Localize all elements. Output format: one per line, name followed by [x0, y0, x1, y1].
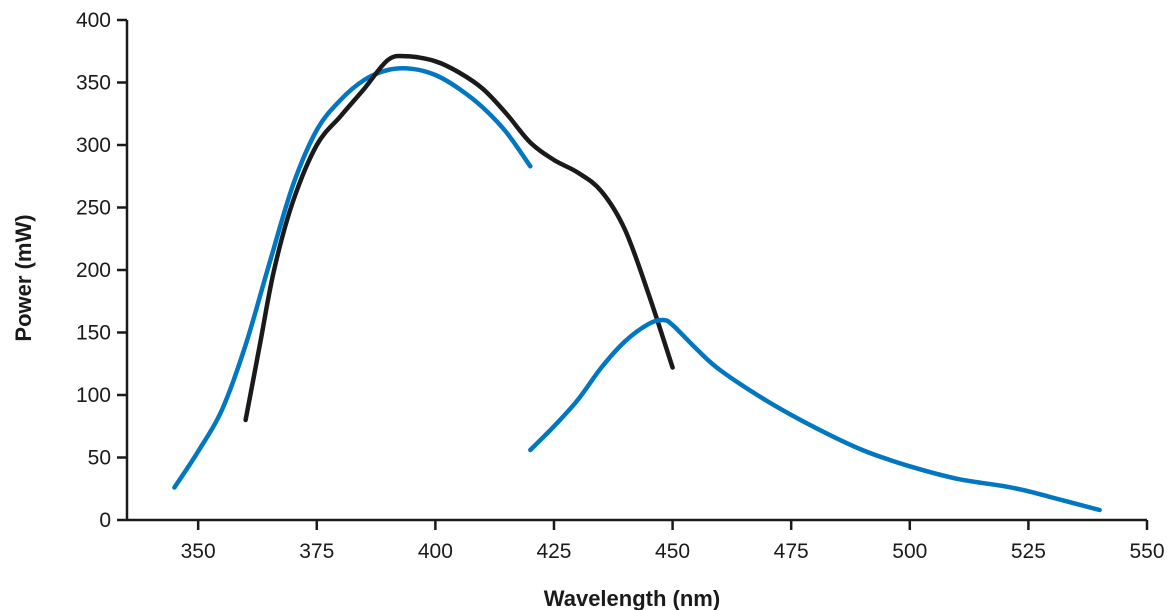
x-tick-label: 425: [536, 540, 571, 563]
y-axis: 0 50 100 150 200 250 300 350 400: [76, 9, 129, 532]
y-tick-label: 200: [76, 259, 111, 282]
plot-area: [172, 53, 1102, 513]
y-tick-label: 100: [76, 384, 111, 407]
series-line-1: [172, 66, 533, 490]
y-tick-label: 250: [76, 197, 111, 220]
y-axis-title: Power (mW): [11, 214, 36, 341]
x-tick-label: 400: [418, 540, 453, 563]
y-tick-label: 0: [99, 509, 111, 532]
x-tick-label: 375: [299, 540, 334, 563]
x-tick-label: 350: [181, 540, 216, 563]
x-tick-label: 475: [774, 540, 809, 563]
y-tick-label: 400: [76, 9, 111, 32]
x-axis: 350 375 400 425 450 475 500 525 550: [127, 518, 1165, 563]
x-tick-label: 550: [1129, 540, 1164, 563]
y-tick-label: 300: [76, 134, 111, 157]
x-axis-title: Wavelength (nm): [544, 586, 720, 610]
x-tick-label: 450: [655, 540, 690, 563]
x-tick-label: 500: [892, 540, 927, 563]
y-tick-label: 50: [88, 447, 111, 470]
series-line-2: [243, 53, 675, 423]
y-tick-label: 350: [76, 72, 111, 95]
series-line-3: [528, 317, 1102, 513]
y-tick-label: 150: [76, 322, 111, 345]
x-tick-label: 525: [1011, 540, 1046, 563]
